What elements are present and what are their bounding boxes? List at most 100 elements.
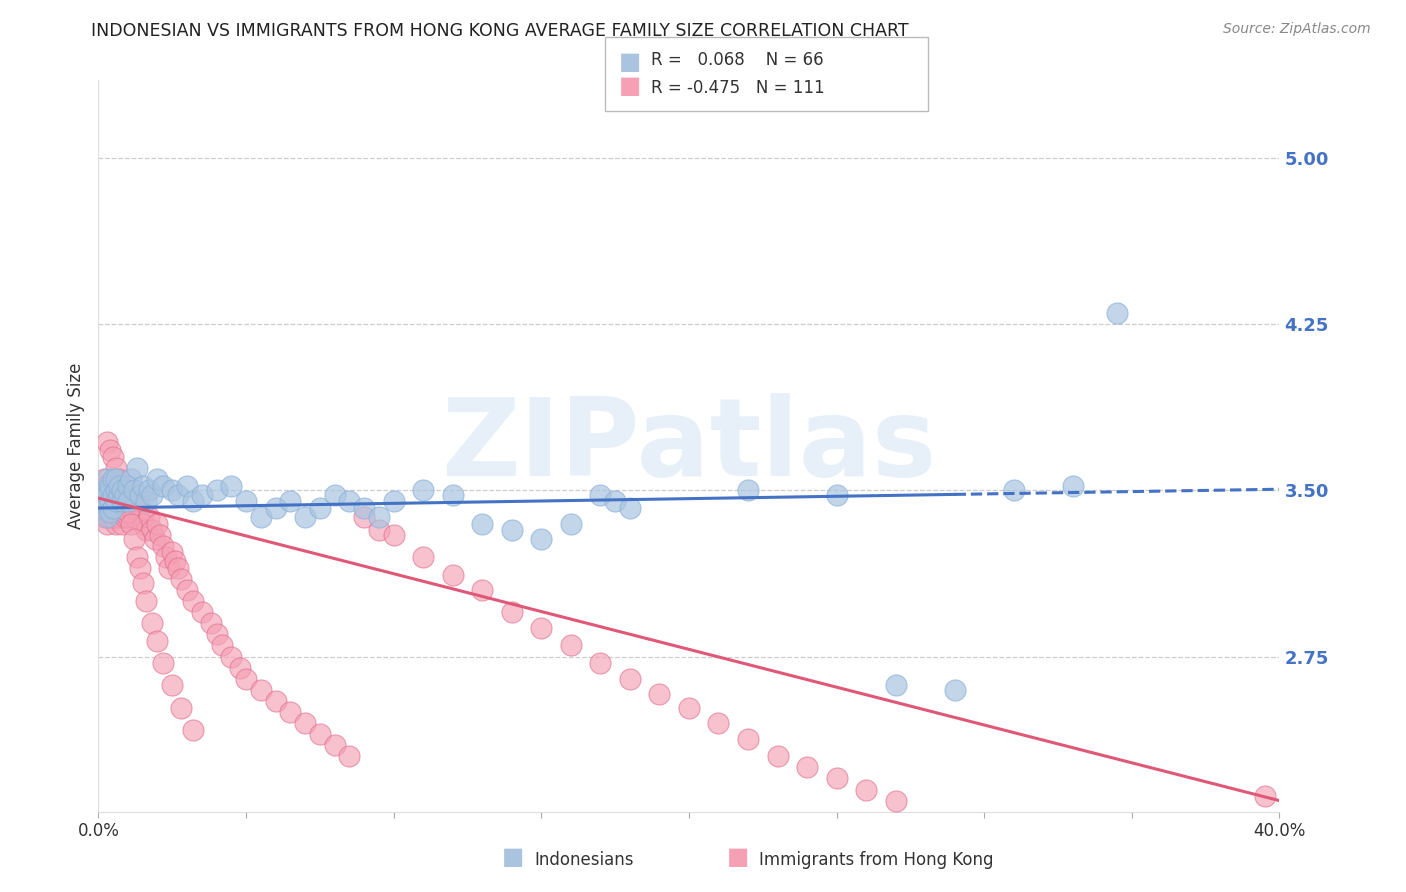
Point [108, 483, 131, 498]
Point [117, 479, 139, 493]
Point [1254, 789, 1277, 804]
Point [105, 472, 128, 486]
Point [221, 479, 243, 493]
Point [825, 488, 848, 502]
Point [229, 660, 252, 674]
Point [120, 501, 142, 516]
Point [96, 479, 118, 493]
Point [132, 510, 155, 524]
Point [146, 516, 169, 531]
Point [264, 501, 287, 516]
Point [105, 483, 128, 498]
Point [143, 532, 166, 546]
Point [103, 472, 125, 486]
Point [98, 443, 121, 458]
Point [884, 678, 907, 692]
Point [108, 494, 131, 508]
Point [111, 516, 134, 531]
Point [138, 483, 160, 498]
Point [368, 523, 391, 537]
Point [98, 494, 121, 508]
Point [132, 516, 155, 531]
Point [103, 501, 125, 516]
Point [309, 727, 332, 741]
Text: Source: ZipAtlas.com: Source: ZipAtlas.com [1223, 22, 1371, 37]
Point [93, 483, 115, 498]
Point [96, 434, 118, 449]
Point [149, 527, 172, 541]
Point [93, 510, 115, 524]
Point [191, 605, 214, 619]
Point [181, 723, 204, 737]
Point [353, 510, 375, 524]
Point [103, 510, 125, 524]
Point [648, 687, 671, 701]
Point [103, 479, 125, 493]
Point [309, 501, 332, 516]
Point [105, 461, 128, 475]
Point [441, 488, 464, 502]
Point [825, 772, 848, 786]
Point [128, 561, 150, 575]
Point [441, 567, 464, 582]
Point [530, 621, 553, 635]
Point [128, 488, 150, 502]
Text: Indonesians: Indonesians [534, 851, 634, 869]
Point [605, 494, 627, 508]
Point [165, 554, 187, 568]
Point [117, 510, 139, 524]
Point [176, 583, 198, 598]
Point [135, 523, 157, 537]
Point [93, 501, 115, 516]
Point [176, 479, 198, 493]
Point [117, 494, 139, 508]
Point [157, 561, 180, 575]
Point [128, 501, 150, 516]
Point [221, 649, 243, 664]
Point [117, 483, 139, 498]
Point [105, 516, 128, 531]
Point [339, 749, 361, 764]
Point [471, 583, 494, 598]
Point [678, 700, 700, 714]
Point [560, 639, 582, 653]
Point [884, 794, 907, 808]
Point [114, 510, 136, 524]
Point [707, 716, 730, 731]
Point [264, 694, 287, 708]
Point [125, 549, 148, 564]
Point [501, 523, 523, 537]
Point [382, 527, 405, 541]
Point [96, 516, 118, 531]
Point [280, 494, 302, 508]
Point [250, 682, 273, 697]
Point [152, 479, 174, 493]
Point [471, 516, 494, 531]
Point [155, 549, 177, 564]
Text: Immigrants from Hong Kong: Immigrants from Hong Kong [759, 851, 994, 869]
Point [170, 700, 193, 714]
Point [589, 488, 612, 502]
Point [205, 627, 228, 641]
Text: ZIPatlas: ZIPatlas [441, 393, 936, 499]
Text: R = -0.475   N = 111: R = -0.475 N = 111 [651, 79, 824, 97]
Point [205, 483, 228, 498]
Point [211, 639, 233, 653]
Y-axis label: Average Family Size: Average Family Size [66, 363, 84, 529]
Point [103, 450, 125, 464]
Point [141, 616, 163, 631]
Point [294, 716, 316, 731]
Point [114, 494, 136, 508]
Point [412, 549, 434, 564]
Point [120, 472, 142, 486]
Point [114, 488, 136, 502]
Point [200, 616, 222, 631]
Text: ■: ■ [727, 845, 749, 869]
Point [146, 472, 169, 486]
Point [98, 479, 121, 493]
Point [122, 488, 145, 502]
Point [105, 483, 128, 498]
Point [560, 516, 582, 531]
Point [114, 494, 136, 508]
Point [138, 510, 160, 524]
